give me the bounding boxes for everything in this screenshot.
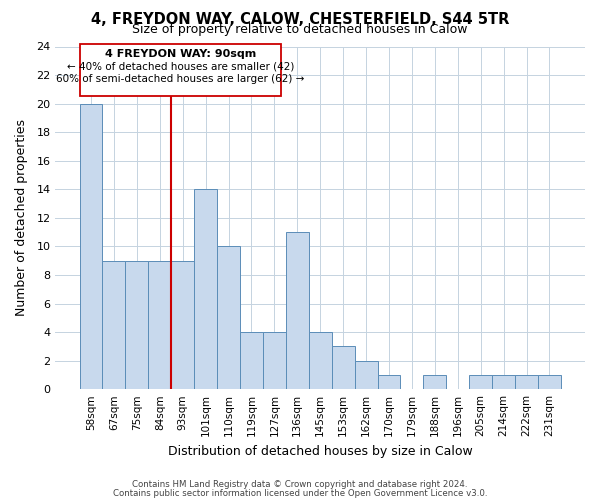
Bar bbox=[194, 190, 217, 389]
Text: 60% of semi-detached houses are larger (62) →: 60% of semi-detached houses are larger (… bbox=[56, 74, 305, 84]
Text: Contains HM Land Registry data © Crown copyright and database right 2024.: Contains HM Land Registry data © Crown c… bbox=[132, 480, 468, 489]
Y-axis label: Number of detached properties: Number of detached properties bbox=[15, 120, 28, 316]
Bar bbox=[240, 332, 263, 389]
Bar bbox=[377, 375, 400, 389]
Bar bbox=[332, 346, 355, 389]
Text: 4 FREYDON WAY: 90sqm: 4 FREYDON WAY: 90sqm bbox=[105, 48, 256, 58]
Bar bbox=[171, 260, 194, 389]
Bar bbox=[355, 360, 377, 389]
Text: 4, FREYDON WAY, CALOW, CHESTERFIELD, S44 5TR: 4, FREYDON WAY, CALOW, CHESTERFIELD, S44… bbox=[91, 12, 509, 28]
Text: Size of property relative to detached houses in Calow: Size of property relative to detached ho… bbox=[132, 22, 468, 36]
Bar bbox=[125, 260, 148, 389]
Bar bbox=[80, 104, 103, 389]
X-axis label: Distribution of detached houses by size in Calow: Distribution of detached houses by size … bbox=[168, 444, 473, 458]
FancyBboxPatch shape bbox=[80, 44, 281, 96]
Bar bbox=[469, 375, 492, 389]
Bar bbox=[492, 375, 515, 389]
Bar bbox=[424, 375, 446, 389]
Bar bbox=[217, 246, 240, 389]
Bar bbox=[148, 260, 171, 389]
Text: ← 40% of detached houses are smaller (42): ← 40% of detached houses are smaller (42… bbox=[67, 62, 294, 72]
Bar bbox=[538, 375, 561, 389]
Bar bbox=[515, 375, 538, 389]
Bar bbox=[309, 332, 332, 389]
Bar bbox=[286, 232, 309, 389]
Bar bbox=[263, 332, 286, 389]
Text: Contains public sector information licensed under the Open Government Licence v3: Contains public sector information licen… bbox=[113, 488, 487, 498]
Bar bbox=[103, 260, 125, 389]
